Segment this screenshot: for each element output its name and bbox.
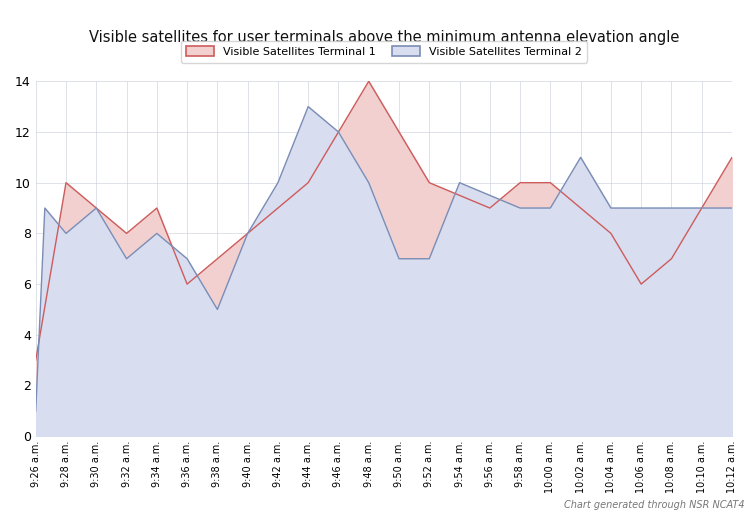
Legend: Visible Satellites Terminal 1, Visible Satellites Terminal 2: Visible Satellites Terminal 1, Visible S… <box>180 41 587 63</box>
Title: Visible satellites for user terminals above the minimum antenna elevation angle: Visible satellites for user terminals ab… <box>89 30 679 45</box>
Text: Chart generated through NSR NCAT4: Chart generated through NSR NCAT4 <box>564 501 744 510</box>
